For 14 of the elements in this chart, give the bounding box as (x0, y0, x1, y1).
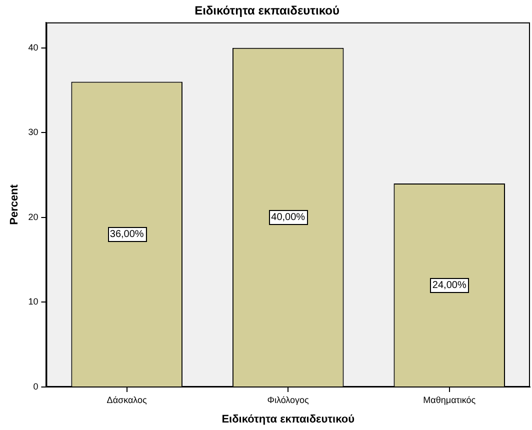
y-tick-label: 20 (28, 212, 38, 222)
data-label: 24,00% (432, 280, 466, 291)
x-tick-label: Δάσκαλος (106, 394, 148, 405)
x-axis-title: Ειδικότητα εκπαιδευτικού (222, 413, 355, 426)
y-tick-label: 10 (28, 296, 38, 307)
data-label: 40,00% (271, 212, 306, 223)
y-tick-label: 30 (28, 127, 38, 138)
x-tick-label: Μαθηματικός (423, 394, 476, 405)
x-tick-label: Φιλόλογος (267, 394, 310, 405)
chart-title: Ειδικότητα εκπαιδευτικού (194, 4, 340, 18)
y-tick-label: 0 (33, 381, 38, 392)
y-axis-title: Percent (8, 184, 21, 225)
data-label: 36,00% (110, 228, 144, 240)
y-tick-label: 40 (28, 42, 38, 52)
